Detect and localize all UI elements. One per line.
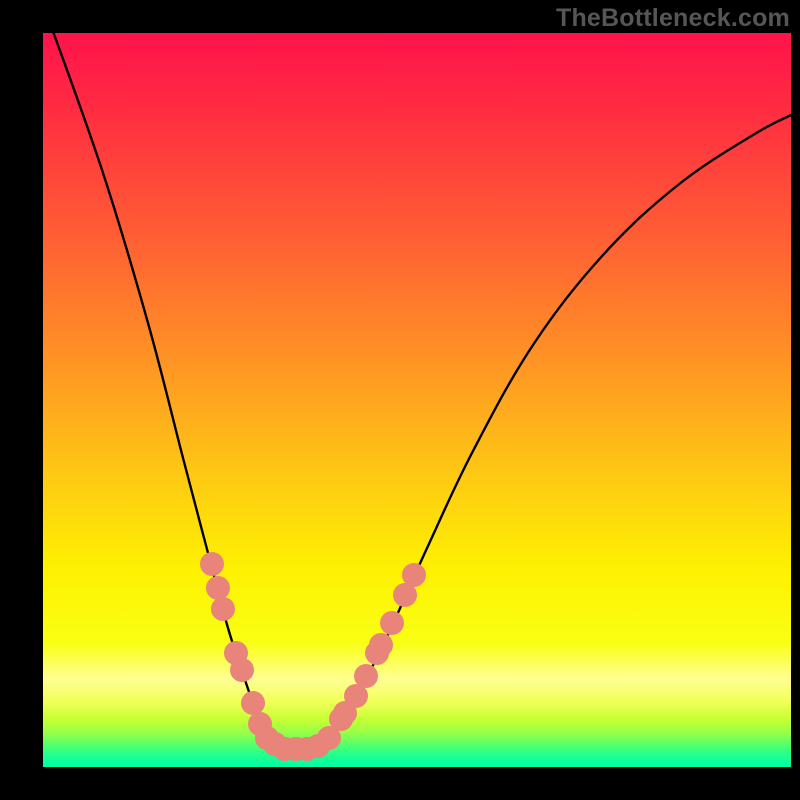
data-point xyxy=(230,658,254,682)
data-point xyxy=(354,664,378,688)
data-point xyxy=(206,576,230,600)
data-point xyxy=(402,563,426,587)
bottleneck-curve xyxy=(50,33,791,750)
data-point xyxy=(241,691,265,715)
chart-frame: TheBottleneck.com xyxy=(0,0,800,800)
data-point xyxy=(380,611,404,635)
data-point xyxy=(200,552,224,576)
plot-area xyxy=(43,33,791,767)
data-point xyxy=(369,633,393,657)
plot-svg xyxy=(43,33,791,767)
watermark-text: TheBottleneck.com xyxy=(556,4,790,33)
data-point xyxy=(211,597,235,621)
